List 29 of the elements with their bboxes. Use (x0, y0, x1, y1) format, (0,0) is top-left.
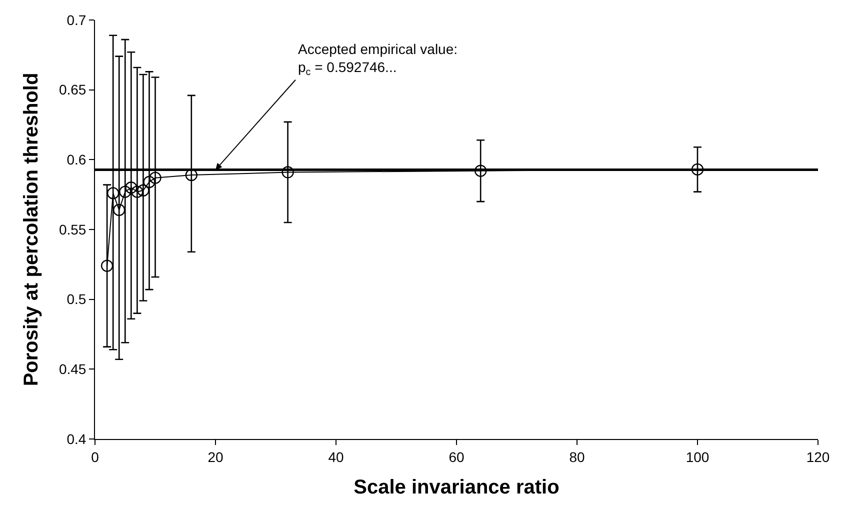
x-tick-label: 80 (569, 448, 585, 465)
point (100, 260, 114, 272)
y-tick-label: 0.55 (58, 221, 86, 238)
x-tick-label: 0 (91, 448, 100, 465)
point (113, 204, 126, 216)
y-tick-label: 0.4 (66, 430, 86, 447)
x-tick-label: 120 (806, 448, 830, 465)
point (474, 164, 487, 177)
point (137, 184, 150, 196)
point (119, 186, 132, 198)
x-tick-label: 60 (448, 448, 464, 465)
point (125, 182, 138, 194)
point (149, 172, 162, 184)
y-tick-label: 0.5 (66, 291, 86, 308)
y-axis-title: Porosity at percolation threshold (20, 72, 42, 386)
point (282, 166, 294, 178)
x-axis-title: Scale invariance ratio (354, 476, 560, 498)
annotation: Accepted empirical value: p$_{c}$ = 0.592746... (298, 41, 458, 78)
y-tick-label: 0.65 (58, 82, 86, 98)
x-tick-label: 40 (328, 448, 344, 465)
y-tick-label: 0.6 (66, 152, 86, 168)
point (691, 163, 704, 176)
x-tick-label: 20 (208, 448, 224, 465)
y-tick-label: 0.45 (58, 361, 86, 378)
point (143, 176, 156, 188)
point (106, 187, 120, 200)
point (131, 186, 144, 198)
x-tick-label: 100 (686, 448, 710, 465)
y-tick-label: 0.7 (66, 12, 86, 28)
